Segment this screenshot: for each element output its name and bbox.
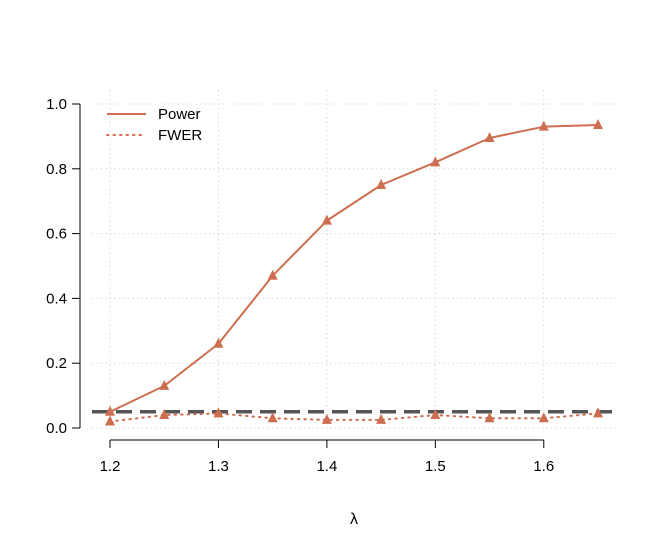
data-point (593, 407, 603, 418)
data-point (376, 179, 387, 189)
y-tick-label: 0.4 (46, 290, 67, 307)
data-point (105, 415, 115, 426)
data-point (159, 409, 170, 420)
data-point (430, 409, 441, 420)
data-point (159, 379, 170, 390)
y-tick-label: 0.2 (46, 355, 67, 372)
x-axis: 1.2 1.3 1.4 1.5 1.6 (100, 439, 554, 475)
legend: Power FWER (106, 106, 202, 144)
data-point (213, 337, 224, 348)
x-tick-label: 1.3 (208, 458, 229, 475)
series-line (109, 412, 599, 423)
grid (92, 90, 617, 429)
data-point (321, 214, 332, 225)
data-point (213, 407, 224, 418)
data-point (538, 412, 549, 423)
x-tick-label: 1.5 (425, 458, 446, 475)
data-point (376, 413, 387, 424)
data-point (593, 119, 603, 130)
data-point (484, 132, 495, 143)
data-point (484, 412, 495, 423)
x-tick-label: 1.2 (100, 458, 121, 475)
data-point (267, 412, 278, 423)
series-power (105, 119, 603, 416)
y-tick-label: 1.0 (46, 96, 67, 113)
series-fwer (105, 407, 603, 426)
y-axis: 0.0 0.2 0.4 0.6 0.8 1.0 (46, 96, 81, 437)
y-tick-label: 0.0 (46, 420, 67, 437)
data-point (538, 120, 549, 131)
x-axis-label: λ (350, 511, 358, 528)
x-tick-label: 1.4 (316, 458, 337, 475)
y-tick-label: 0.6 (46, 226, 67, 243)
data-point (267, 269, 278, 280)
y-tick-label: 0.8 (46, 161, 67, 178)
x-tick-label: 1.6 (533, 458, 554, 475)
data-point (321, 413, 332, 424)
data-point (105, 405, 115, 416)
legend-label: Power (158, 106, 201, 123)
series-line (109, 124, 599, 413)
series-group (105, 119, 603, 426)
data-point (430, 156, 441, 167)
legend-label: FWER (158, 127, 202, 144)
